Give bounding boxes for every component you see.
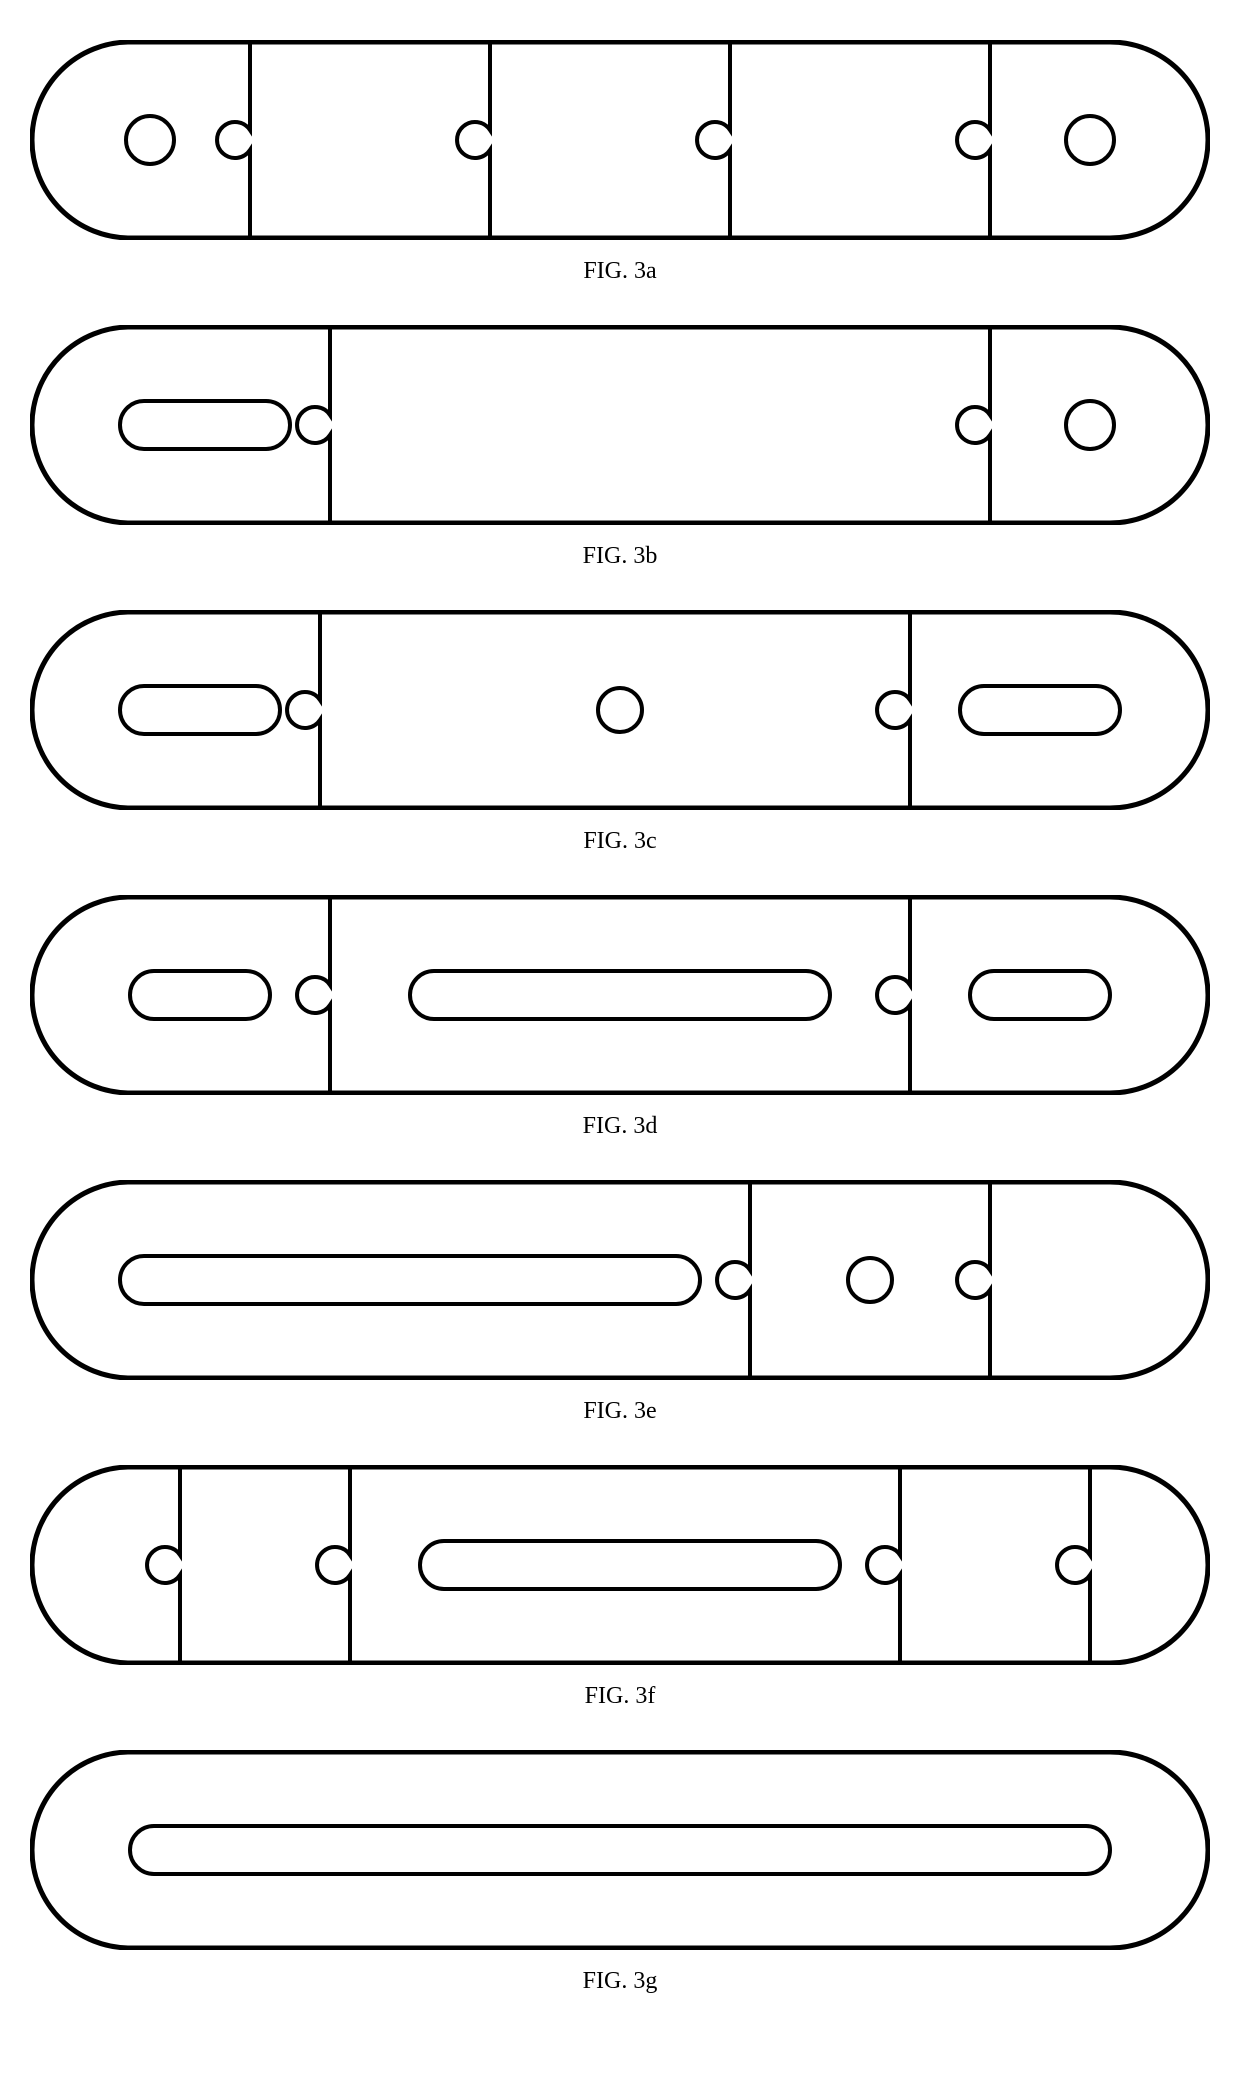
- fig3e-caption: FIG. 3e: [583, 1398, 656, 1425]
- fig3b-drawing: [30, 325, 1210, 525]
- circle-hole: [1066, 401, 1114, 449]
- fig3g-block: FIG. 3g: [30, 1750, 1210, 1995]
- figures-container: FIG. 3a FIG. 3b FIG. 3c FIG. 3d FIG. 3e FIG. …: [30, 40, 1210, 1995]
- circle-hole: [1066, 116, 1114, 164]
- circle-hole: [126, 116, 174, 164]
- fig3d-caption: FIG. 3d: [583, 1113, 658, 1140]
- slot-hole: [130, 971, 270, 1019]
- slot-hole: [960, 686, 1120, 734]
- fig3c-drawing: [30, 610, 1210, 810]
- fig3e-block: FIG. 3e: [30, 1180, 1210, 1425]
- slot-hole: [120, 686, 280, 734]
- fig3f-block: FIG. 3f: [30, 1465, 1210, 1710]
- fig3c-block: FIG. 3c: [30, 610, 1210, 855]
- fig3c-caption: FIG. 3c: [583, 828, 656, 855]
- circle-hole: [598, 688, 642, 732]
- fig3a-block: FIG. 3a: [30, 40, 1210, 285]
- slot-hole: [120, 1256, 700, 1304]
- fig3b-caption: FIG. 3b: [583, 543, 658, 570]
- slot-hole: [410, 971, 830, 1019]
- slot-hole: [970, 971, 1110, 1019]
- slot-hole: [120, 401, 290, 449]
- slot-hole: [420, 1541, 840, 1589]
- fig3g-drawing: [30, 1750, 1210, 1950]
- bar-outline: [32, 42, 1208, 238]
- fig3f-caption: FIG. 3f: [585, 1683, 656, 1710]
- fig3e-drawing: [30, 1180, 1210, 1380]
- fig3f-drawing: [30, 1465, 1210, 1665]
- fig3d-drawing: [30, 895, 1210, 1095]
- fig3a-caption: FIG. 3a: [583, 258, 656, 285]
- fig3a-drawing: [30, 40, 1210, 240]
- fig3b-block: FIG. 3b: [30, 325, 1210, 570]
- fig3d-block: FIG. 3d: [30, 895, 1210, 1140]
- slot-hole: [130, 1826, 1110, 1874]
- fig3g-caption: FIG. 3g: [583, 1968, 658, 1995]
- circle-hole: [848, 1258, 892, 1302]
